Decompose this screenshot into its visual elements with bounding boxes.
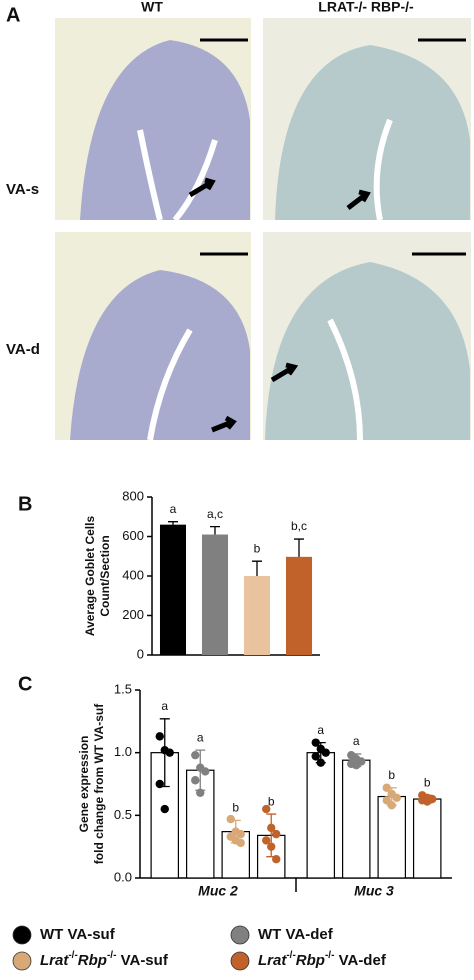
significance-label: a — [161, 699, 168, 713]
data-point — [191, 750, 200, 760]
significance-label: b — [254, 541, 261, 555]
column-label: WT — [141, 0, 163, 15]
legend-label: WT VA-def — [258, 926, 334, 943]
y-tick-label: 400 — [122, 567, 144, 582]
y-tick-label: 200 — [122, 607, 144, 622]
y-axis-label: Count/Section — [98, 535, 112, 616]
data-point — [155, 732, 164, 741]
data-point — [262, 836, 271, 845]
data-point — [316, 758, 325, 767]
data-point — [387, 801, 396, 810]
data-point — [236, 829, 245, 839]
significance-label: a — [353, 734, 360, 748]
bar — [201, 534, 229, 655]
column-label: LRAT-/- RBP-/- — [318, 0, 414, 15]
significance-label: b — [424, 775, 431, 789]
x-tick-label: Muc 2 — [198, 883, 238, 899]
significance-label: a,c — [207, 507, 223, 521]
y-tick-label: 0 — [137, 646, 144, 661]
significance-label: a — [197, 730, 204, 744]
bar — [159, 524, 187, 655]
data-point — [321, 748, 330, 757]
y-tick-label: 1.5 — [114, 681, 132, 696]
data-point — [236, 838, 245, 848]
panel-label: A — [6, 4, 20, 26]
data-point — [423, 797, 432, 806]
data-point — [155, 779, 164, 789]
data-point — [267, 823, 276, 833]
panel-label: C — [18, 673, 32, 695]
error-bar — [210, 525, 220, 535]
data-point — [160, 804, 169, 814]
significance-label: b — [268, 794, 275, 808]
error-bar — [159, 718, 170, 788]
data-point — [262, 804, 271, 814]
panel-label: B — [18, 493, 32, 515]
data-point — [311, 752, 320, 761]
y-axis-label: Average Goblet Cells — [83, 516, 97, 637]
error-bar — [168, 521, 178, 525]
data-point — [226, 814, 235, 824]
error-bar — [230, 819, 241, 844]
legend-label: Lrat-/-Rbp-/- VA-def — [258, 950, 387, 969]
row-label: VA-d — [6, 341, 40, 358]
legend-marker — [230, 925, 250, 945]
legend-label: Lrat-/-Rbp-/- VA-suf — [40, 950, 169, 969]
data-point — [272, 855, 281, 864]
y-axis-label: fold change from WT VA-suf — [92, 703, 106, 864]
legend-marker — [12, 925, 32, 945]
y-tick-label: 1.0 — [114, 744, 132, 759]
data-point — [272, 829, 281, 839]
bar — [342, 759, 371, 879]
significance-label: b,c — [291, 519, 307, 533]
bar — [377, 795, 406, 879]
data-point — [267, 842, 276, 851]
bar — [285, 556, 313, 655]
y-tick-label: 0.5 — [114, 807, 132, 822]
micrographs — [55, 18, 471, 441]
data-point — [196, 788, 205, 797]
y-tick-label: 0.0 — [114, 869, 132, 884]
bar — [412, 798, 442, 879]
row-label: VA-s — [6, 181, 39, 198]
error-bar — [195, 749, 206, 791]
bar — [243, 576, 271, 655]
legend-label: WT VA-suf — [40, 926, 116, 943]
data-point — [311, 738, 320, 747]
legend-marker — [230, 951, 250, 971]
error-bar — [294, 538, 304, 557]
legend-marker — [12, 951, 32, 971]
significance-label: a — [170, 502, 177, 516]
data-point — [165, 748, 174, 757]
y-tick-label: 600 — [122, 528, 144, 543]
bar — [306, 752, 336, 879]
significance-label: b — [232, 801, 239, 815]
y-axis-label: Gene expression — [77, 736, 91, 833]
data-point — [201, 767, 210, 776]
x-tick-label: Muc 3 — [354, 883, 394, 899]
data-point — [382, 783, 391, 792]
data-point — [352, 761, 361, 770]
data-point — [392, 793, 401, 802]
significance-label: b — [388, 768, 395, 782]
error-bar — [252, 560, 262, 576]
significance-label: a — [317, 723, 324, 737]
data-point — [191, 776, 200, 785]
y-tick-label: 800 — [122, 488, 144, 503]
